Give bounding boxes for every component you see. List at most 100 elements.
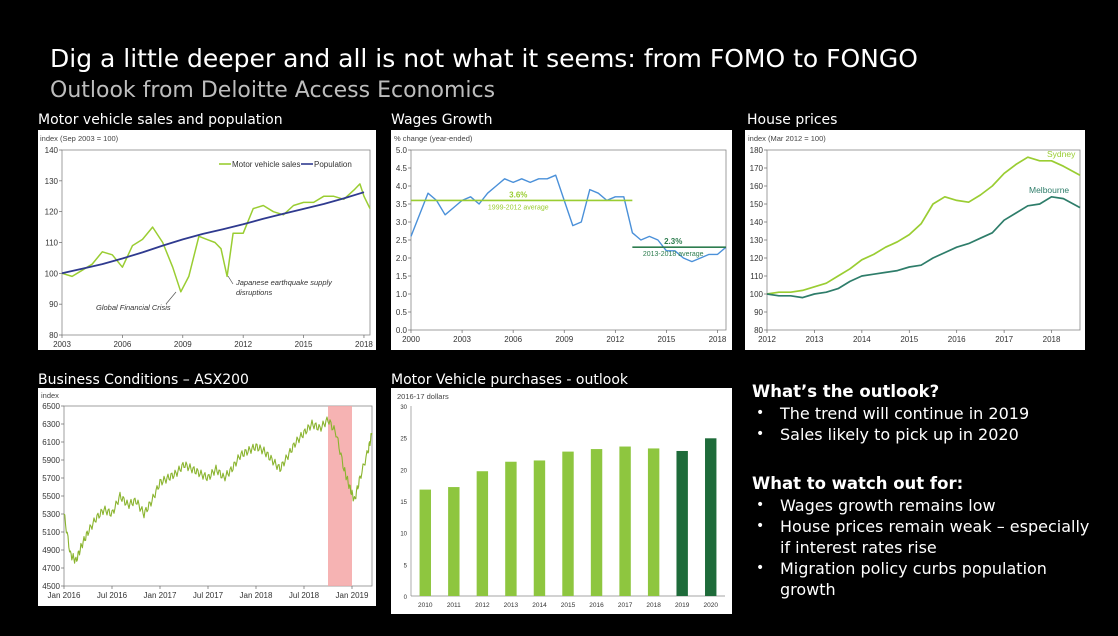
annotation-earthquake-line2: disruptions	[236, 288, 273, 297]
wages-chart: % change (year-ended) 0.0 0.5 1.0 1.5 2.0 2.5 3…	[394, 134, 727, 344]
asx-chart: index 4500 4700 4900 5100 5300 5500 5700 5900 610…	[41, 391, 373, 600]
x-tick-label: Jul 2016	[97, 591, 128, 600]
y-tick-label: 140	[45, 146, 59, 155]
x-tick-label: 2018	[1043, 335, 1061, 344]
x-tick-label: Jan 2017	[144, 591, 177, 600]
bar-2012	[476, 471, 489, 596]
y-tick-label: 130	[45, 177, 59, 186]
y-tick-label: 2.5	[396, 236, 408, 245]
y-tick-label: 5300	[42, 510, 60, 519]
bar-2015	[562, 451, 574, 596]
panel-title-house: House prices	[747, 112, 838, 128]
x-tick-label: 2012	[234, 340, 252, 349]
house-chart-panel: index (Mar 2012 = 100) 80 90 100 110 120 130 14…	[745, 130, 1085, 350]
outlook-section: What’s the outlook? The trend will conti…	[752, 382, 1029, 445]
x-tick-label: 2015	[658, 335, 676, 344]
y-tick-label: 6300	[42, 420, 60, 429]
y-tick-label: 110	[750, 272, 763, 281]
slide-title: Dig a little deeper and all is not what …	[50, 44, 918, 73]
y-tick-label: 80	[49, 331, 58, 340]
x-tick-label: 2012	[758, 335, 776, 344]
x-tick-label: 2006	[504, 335, 522, 344]
x-tick-label: 2014	[532, 602, 547, 609]
watch-section: What to watch out for: Wages growth rema…	[752, 474, 1102, 600]
y-tick-label: 4700	[42, 564, 60, 573]
y-tick-label: 20	[400, 468, 407, 474]
x-tick-label: 2018	[646, 602, 661, 609]
panel-title-asx: Business Conditions – ASX200	[38, 372, 249, 388]
x-tick-label: 2018	[355, 340, 373, 349]
x-tick-label: 2016	[948, 335, 966, 344]
y-tick-label: 4.0	[396, 182, 408, 191]
x-tick-label: Jan 2018	[240, 591, 273, 600]
y-axis-label: index	[41, 391, 59, 400]
y-tick-label: 120	[45, 208, 59, 217]
y-tick-label: 0	[404, 595, 408, 601]
bar-2013	[505, 461, 517, 596]
y-axis-label: index (Mar 2012 = 100)	[748, 134, 826, 143]
x-tick-label: 2015	[900, 335, 918, 344]
watch-heading: What to watch out for:	[752, 474, 964, 493]
y-tick-label: 170	[750, 164, 764, 173]
y-tick-label: 2.0	[396, 254, 408, 263]
series-label-sydney: Sydney	[1047, 149, 1076, 159]
series-line-melbourne	[766, 195, 1081, 299]
bar-2016	[590, 449, 603, 596]
plot-frame	[766, 149, 1081, 331]
y-tick-label: 1.5	[396, 272, 408, 281]
bar-2020	[705, 438, 717, 596]
y-tick-label: 0.5	[396, 308, 408, 317]
y-tick-label: 3.0	[396, 218, 408, 227]
outlook-heading: What’s the outlook?	[752, 382, 940, 401]
x-tick-label: 2017	[995, 335, 1013, 344]
watch-list: Wages growth remains low House prices re…	[752, 495, 1102, 600]
x-tick-label: 2011	[447, 602, 461, 609]
y-tick-label: 30	[400, 405, 407, 411]
x-tick-label: 2000	[402, 335, 420, 344]
motor-chart-panel: index (Sep 2003 = 100) 80 90 100 110 120 130 14…	[38, 130, 376, 350]
annotation-earthquake-leader	[227, 275, 234, 285]
y-tick-label: 5100	[42, 528, 60, 537]
y-tick-label: 140	[750, 218, 764, 227]
x-tick-label: 2015	[295, 340, 313, 349]
bar-2010	[419, 489, 431, 596]
x-tick-label: 2012	[606, 335, 624, 344]
series-line-motor-vehicle-sales	[61, 183, 371, 293]
watch-item: Migration policy curbs population growth	[752, 558, 1102, 600]
y-tick-label: 180	[750, 146, 764, 155]
y-axis-label: % change (year-ended)	[394, 134, 473, 143]
panel-title-purchases: Motor Vehicle purchases - outlook	[391, 372, 628, 388]
y-tick-label: 110	[45, 239, 58, 248]
watch-item: House prices remain weak – especially if…	[752, 516, 1102, 558]
y-tick-label: 100	[45, 269, 59, 278]
x-tick-label: Jul 2017	[193, 591, 224, 600]
y-tick-label: 150	[750, 200, 764, 209]
plot-frame	[63, 405, 373, 587]
x-tick-label: 2019	[675, 602, 690, 609]
y-tick-label: 5500	[42, 492, 60, 501]
x-tick-label: 2009	[555, 335, 573, 344]
series-line-asx200	[63, 416, 373, 564]
wages-chart-panel: % change (year-ended) 0.0 0.5 1.0 1.5 2.0 2.5 3…	[391, 130, 732, 350]
reference-line-value: 2.3%	[664, 237, 682, 246]
y-tick-label: 80	[754, 326, 763, 335]
x-tick-label: 2020	[703, 602, 718, 609]
x-tick-label: 2003	[53, 340, 71, 349]
x-tick-label: 2003	[453, 335, 471, 344]
bar-2019	[676, 450, 688, 596]
x-tick-label: Jan 2016	[48, 591, 81, 600]
y-tick-label: 5900	[42, 456, 60, 465]
y-axis-label: index (Sep 2003 = 100)	[40, 134, 119, 143]
annotation-gfc: Global Financial Crisis	[96, 303, 171, 312]
highlight-region	[328, 406, 352, 586]
x-tick-label: Jul 2018	[289, 591, 320, 600]
y-tick-label: 5.0	[396, 146, 408, 155]
bar-2014	[533, 460, 546, 596]
slide-subtitle: Outlook from Deloitte Access Economics	[50, 78, 496, 103]
x-tick-label: 2012	[475, 602, 490, 609]
motor-chart: index (Sep 2003 = 100) 80 90 100 110 120 130 14…	[40, 134, 373, 349]
reference-line-value: 3.6%	[509, 190, 527, 199]
x-tick-label: 2009	[174, 340, 192, 349]
y-tick-label: 10	[400, 532, 407, 538]
y-tick-label: 5700	[42, 474, 60, 483]
